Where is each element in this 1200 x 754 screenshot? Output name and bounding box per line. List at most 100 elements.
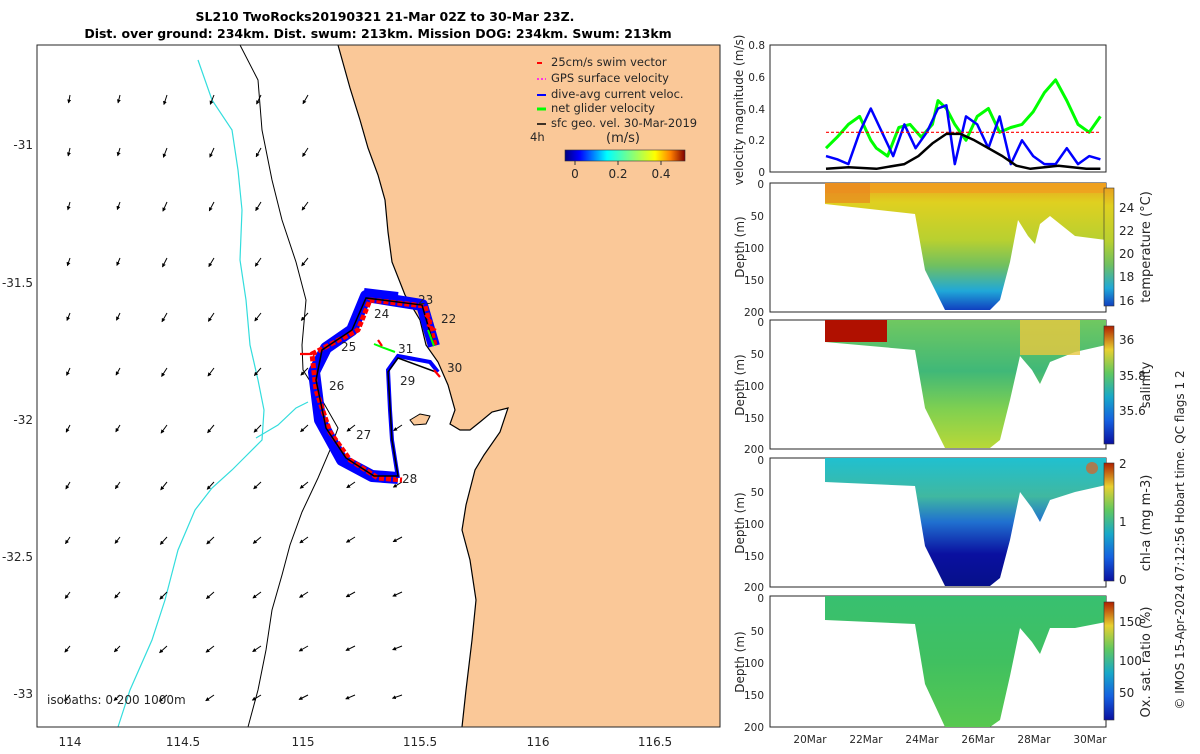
track-red-ticks (300, 314, 441, 378)
velocity-panel: 0 0.2 0.4 0.6 0.8 velocity magnitude (m/… (732, 35, 1107, 186)
vel-ytick-08: 0.8 (748, 40, 765, 52)
map-ytick-32: -32 (13, 413, 33, 427)
velocity-arrow (345, 694, 356, 700)
oxygen-section (825, 596, 1106, 727)
salinity-yellow-patch (1020, 320, 1080, 355)
velocity-arrow (163, 94, 168, 106)
map-yticks: -31 -31.5 -32 -32.5 -33 (2, 138, 33, 701)
temp-cbar-tick-22: 22 (1119, 224, 1134, 238)
velocity-arrow (159, 536, 168, 545)
velocity-arrow (160, 481, 168, 491)
temp-cbar-tick-24: 24 (1119, 201, 1134, 215)
velocity-arrow (391, 694, 403, 700)
velocity-arrow (114, 481, 121, 490)
velocity-arrow (66, 367, 71, 376)
ox-ytick-100: 100 (744, 658, 764, 670)
velocity-arrow (66, 312, 71, 322)
velocity-arrow (253, 367, 262, 377)
velocity-arrow (116, 257, 121, 267)
velocity-arrow (253, 424, 262, 433)
velocity-arrow (205, 591, 215, 600)
velocity-arrow (116, 201, 121, 211)
legend-geo-label: sfc geo. vel. 30-Mar-2019 (551, 116, 697, 130)
sal-ytick-50: 50 (751, 349, 764, 361)
vel-ytick-04: 0.4 (748, 104, 765, 116)
sal-ytick-150: 150 (744, 413, 764, 425)
title-line-1: SL210 TwoRocks20190321 21-Mar 02Z to 30-… (196, 9, 575, 24)
velocity-arrow (345, 591, 356, 598)
velocity-arrow (252, 591, 262, 599)
map-ytick-33: -33 (13, 687, 33, 701)
temp-cbar-tick-20: 20 (1119, 247, 1134, 261)
velocity-arrow (160, 424, 168, 434)
temp-cbar-tick-16: 16 (1119, 294, 1134, 308)
velocity-arrow (116, 147, 121, 157)
velocity-arrow (298, 645, 309, 652)
title-line-2: Dist. over ground: 234km. Dist. swum: 21… (84, 26, 671, 41)
map-ytick-325: -32.5 (2, 550, 33, 564)
time-tick-30mar: 30Mar (1073, 734, 1107, 746)
velocity-arrow (299, 481, 309, 489)
velocity-arrow (64, 591, 71, 599)
panel-oxygen (769, 595, 1115, 728)
day-label-23: 23 (418, 293, 433, 307)
temp-ytick-0: 0 (757, 179, 764, 191)
velocity-arrow (208, 257, 215, 268)
chl-cbar-tick-1: 1 (1119, 515, 1127, 529)
oxygen-cbar-label: Ox. sat. ratio (%) (1139, 607, 1154, 718)
colorbar-tick-04: 0.4 (651, 167, 670, 181)
velocity-arrow (300, 424, 309, 433)
map-ytick-31: -31 (13, 138, 33, 152)
chl-ylabel: Depth (m) (733, 492, 747, 553)
map-xtick-1155: 115.5 (403, 735, 437, 749)
day-label-25: 25 (341, 340, 356, 354)
map-legend: 25cm/s swim vector GPS surface velocity … (530, 55, 697, 181)
sal-ytick-100: 100 (744, 381, 764, 393)
velocity-series-net-glider-velocity (824, 78, 1102, 158)
day-label-30: 30 (447, 361, 462, 375)
velocity-yticks: 0 0.2 0.4 0.6 0.8 (748, 40, 765, 179)
velocity-arrow (64, 694, 71, 702)
velocity-arrow (158, 694, 168, 702)
velocity-arrow (252, 645, 262, 653)
velocity-arrow (345, 536, 356, 543)
day-label-22: 22 (441, 312, 456, 326)
velocity-arrow (301, 201, 309, 211)
velocity-arrow (206, 536, 215, 545)
velocity-arrow (251, 694, 262, 701)
velocity-arrow (207, 367, 215, 377)
chl-cbar-label: chl-a (mg m-3) (1139, 475, 1154, 572)
ox-ytick-0: 0 (757, 593, 764, 605)
oxygen-ylabel: Depth (m) (733, 631, 747, 692)
velocity-arrow (162, 147, 168, 158)
map-ytick-315: -31.5 (2, 276, 33, 290)
velocity-arrow (161, 367, 168, 377)
map-ticks: 114 114.5 115 115.5 116 116.5 -31 -31.5 … (2, 138, 672, 749)
legend-gps-label: GPS surface velocity (551, 71, 669, 85)
velocity-arrow (207, 312, 215, 322)
legend-swim-label: 25cm/s swim vector (551, 55, 667, 69)
sal-cbar-tick-356: 35.6 (1119, 404, 1146, 418)
velocity-arrow (254, 257, 262, 267)
map-land (338, 45, 720, 727)
time-tick-22mar: 22Mar (849, 734, 883, 746)
velocity-arrow (392, 481, 403, 488)
velocity-arrow (67, 94, 72, 104)
chl-hotspot (1086, 462, 1098, 474)
temp-ytick-200: 200 (744, 307, 764, 319)
velocity-arrow (113, 645, 121, 653)
velocity-arrow (65, 536, 71, 545)
map-axes-frame (36, 44, 721, 728)
velocity-arrow (252, 536, 262, 544)
chl-colorbar (1103, 462, 1115, 582)
map-xtick-1165: 116.5 (638, 735, 672, 749)
velocity-arrow (114, 591, 121, 599)
velocity-ylabel: velocity magnitude (m/s) (732, 35, 746, 186)
velocity-arrow (253, 481, 262, 490)
velocity-arrow (65, 424, 71, 433)
surface-velocity-arrows (64, 94, 403, 702)
chl-cbar-tick-0: 0 (1119, 573, 1127, 587)
rottnest-island (409, 413, 431, 426)
vel-ytick-0: 0 (758, 167, 765, 179)
velocity-arrow (298, 694, 309, 700)
